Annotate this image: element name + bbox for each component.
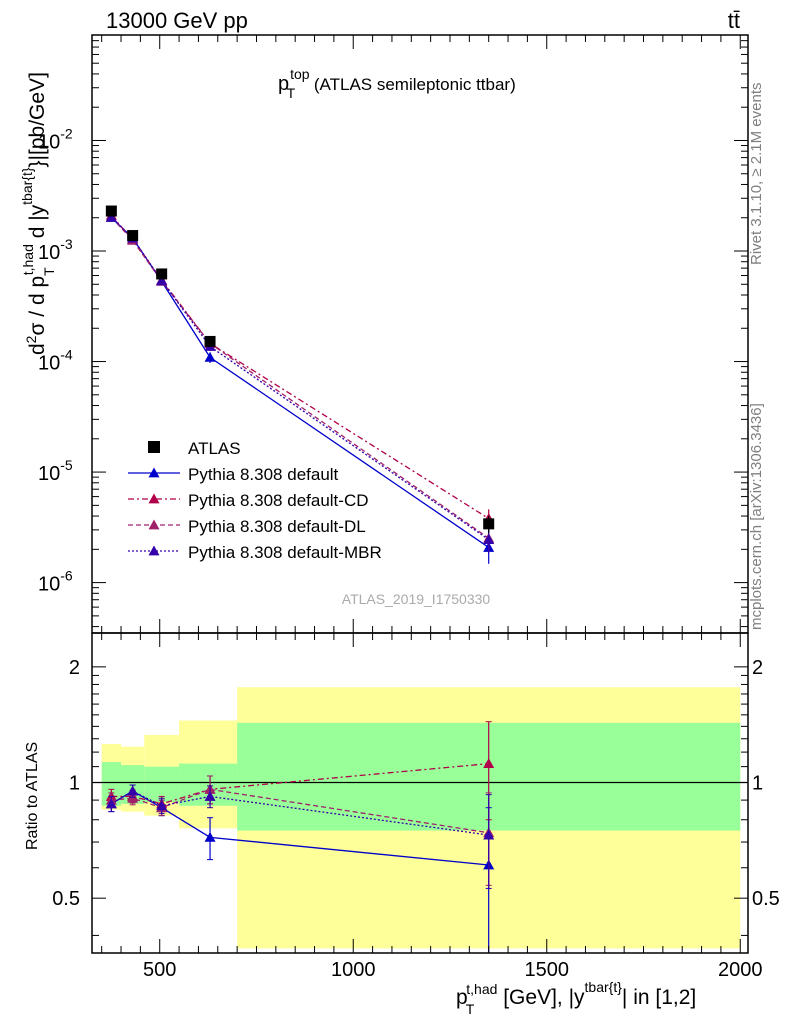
header-left: 13000 GeV pp (106, 8, 248, 33)
watermark: ATLAS_2019_I1750330 (342, 591, 491, 607)
main-series-line (110, 214, 490, 520)
data-point (156, 268, 168, 280)
ratio-ytick-label: 0.5 (52, 888, 80, 910)
ratio-ytick-label: 2 (69, 657, 80, 679)
ratio-xlabel: pTt,had [GeV], |ytbar{t}| in [1,2] (456, 979, 696, 1017)
ratio-series-point (204, 790, 216, 801)
legend-label: Pythia 8.308 default-MBR (188, 543, 382, 562)
ratio-band-inner (101, 762, 122, 806)
main-ytick-label: 10-4 (38, 347, 73, 375)
ratio-xtick-label: 1000 (331, 959, 376, 981)
header-right: tt̄ (728, 8, 740, 33)
data-point (105, 205, 117, 217)
ratio-series-point (204, 831, 216, 842)
ratio-xtick-label: 1500 (524, 959, 569, 981)
legend-label-data: ATLAS (188, 439, 241, 458)
main-series-point (156, 274, 168, 285)
ratio-ytick-label-right: 1 (752, 773, 763, 795)
legend: ATLAS Pythia 8.308 default Pythia 8.308 de… (128, 439, 382, 562)
legend-label: Pythia 8.308 default-CD (188, 491, 369, 510)
main-plot-area (105, 205, 495, 564)
legend-label: Pythia 8.308 default-DL (188, 517, 366, 536)
main-series-point (105, 211, 117, 222)
legend-marker (148, 467, 160, 478)
ratio-xtick-label: 500 (143, 959, 176, 981)
rivet-label: Rivet 3.1.10, ≥ 2.1M events (748, 83, 765, 266)
main-series-point (483, 534, 495, 544)
legend-marker-data (148, 441, 160, 453)
legend-marker (148, 545, 160, 556)
ratio-series-point (105, 798, 117, 809)
ratio-ytick-label: 1 (69, 773, 80, 795)
ratio-series-point (483, 829, 495, 840)
main-title: ptop T (ATLAS semileptonic ttbar) (278, 66, 516, 101)
data-point (204, 335, 216, 347)
ratio-series-point (127, 785, 139, 796)
legend-label: Pythia 8.308 default (188, 465, 339, 484)
ratio-ytick-label-right: 2 (752, 657, 763, 679)
main-series-point (204, 351, 216, 362)
ratio-plot-area (92, 687, 748, 954)
main-ytick-label: 10-5 (38, 457, 73, 485)
main-ytick-label: 10-2 (38, 125, 73, 153)
legend-marker (148, 519, 160, 530)
ratio-frame (91, 632, 749, 954)
mcplots-label: mcplots.cern.ch [arXiv:1306.3436] (748, 403, 765, 630)
ratio-series-point (483, 758, 495, 769)
main-ylabel: d2σ / d pTt,had d |ytbar{t}}|[pb/GeV] (19, 72, 57, 355)
data-point (127, 230, 139, 242)
data-point (483, 518, 495, 530)
ratio-ytick-label-right: 0.5 (752, 888, 780, 910)
main-ytick-label: 10-3 (38, 236, 73, 264)
ratio-series-point (156, 800, 168, 811)
legend-marker (148, 493, 160, 504)
ratio-xtick-label: 2000 (718, 959, 763, 981)
ratio-ylabel: Ratio to ATLAS (24, 742, 41, 850)
main-ytick-label: 10-6 (38, 568, 73, 596)
